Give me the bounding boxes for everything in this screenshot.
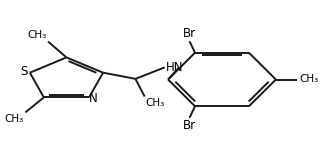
Text: Br: Br <box>183 27 196 40</box>
Text: Br: Br <box>183 119 196 132</box>
Text: CH₃: CH₃ <box>4 114 24 124</box>
Text: N: N <box>89 92 98 105</box>
Text: S: S <box>20 65 28 78</box>
Text: CH₃: CH₃ <box>27 30 46 40</box>
Text: CH₃: CH₃ <box>299 75 318 84</box>
Text: HN: HN <box>166 61 184 73</box>
Text: CH₃: CH₃ <box>146 98 165 108</box>
